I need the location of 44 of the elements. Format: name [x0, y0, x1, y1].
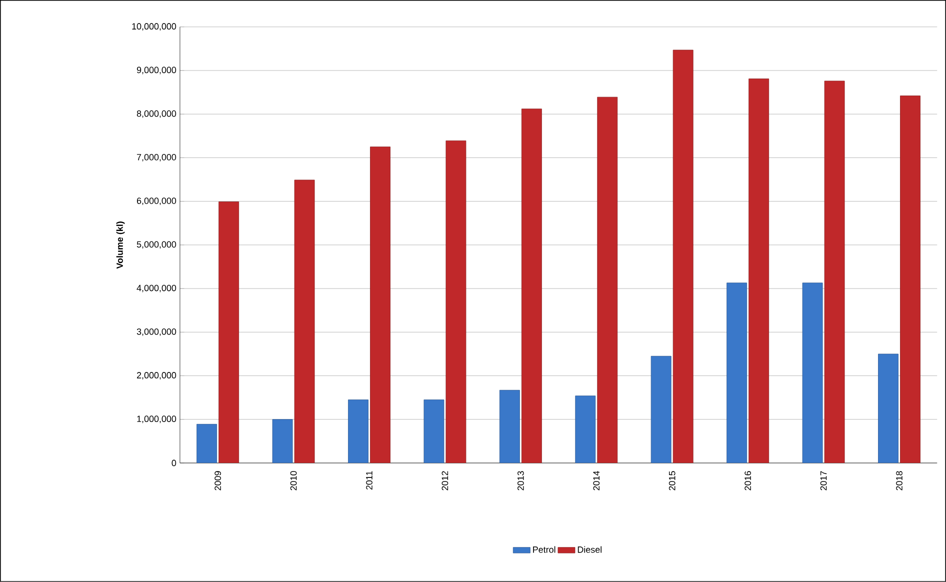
y-tick-label: 2,000,000 [136, 372, 176, 380]
bar [672, 50, 694, 464]
x-tick-label: 2016 [744, 471, 751, 490]
bar [748, 78, 770, 464]
x-tick-label: 2012 [442, 471, 448, 490]
bar [597, 96, 618, 464]
y-tick-label: 6,000,000 [136, 198, 176, 206]
x-tick-label: 2015 [668, 471, 676, 490]
bar [196, 424, 218, 464]
y-tick-label: 4,000,000 [136, 284, 176, 292]
y-tick-label: 9,000,000 [136, 66, 176, 74]
bar [824, 80, 845, 464]
y-tick-label: 3,000,000 [136, 328, 176, 336]
bar [348, 400, 368, 464]
bar [272, 419, 293, 464]
bar [726, 282, 748, 464]
bar [650, 356, 672, 464]
y-tick-label: 5,000,000 [136, 241, 176, 249]
y-tick-label: 0 [172, 460, 176, 466]
x-tick-label: 2018 [896, 471, 902, 490]
bar [446, 140, 466, 464]
x-tick-label: 2010 [290, 471, 297, 490]
y-tick-label: 7,000,000 [136, 154, 176, 162]
y-tick-label: 10,000,000 [132, 23, 176, 31]
bar [218, 202, 240, 464]
bar [900, 96, 920, 464]
legend-label: Petrol [533, 546, 556, 553]
y-tick-label: 1,000,000 [137, 416, 176, 424]
bar [878, 354, 898, 464]
bar [424, 400, 444, 464]
bar [802, 282, 823, 464]
y-tick-label: 8,000,000 [136, 110, 176, 118]
bar [370, 146, 390, 464]
bar [575, 396, 596, 464]
x-tick-label: 2014 [593, 471, 600, 490]
bar [521, 108, 542, 464]
x-tick-label: 2009 [214, 471, 221, 490]
legend-label: Diesel [578, 546, 602, 553]
x-tick-label: 2011 [366, 471, 372, 490]
x-tick-label: 2013 [517, 471, 524, 490]
y-axis-title: Volume (kl) [116, 222, 125, 269]
x-tick-label: 2017 [820, 471, 827, 490]
bar [499, 390, 520, 464]
bar [294, 180, 315, 464]
